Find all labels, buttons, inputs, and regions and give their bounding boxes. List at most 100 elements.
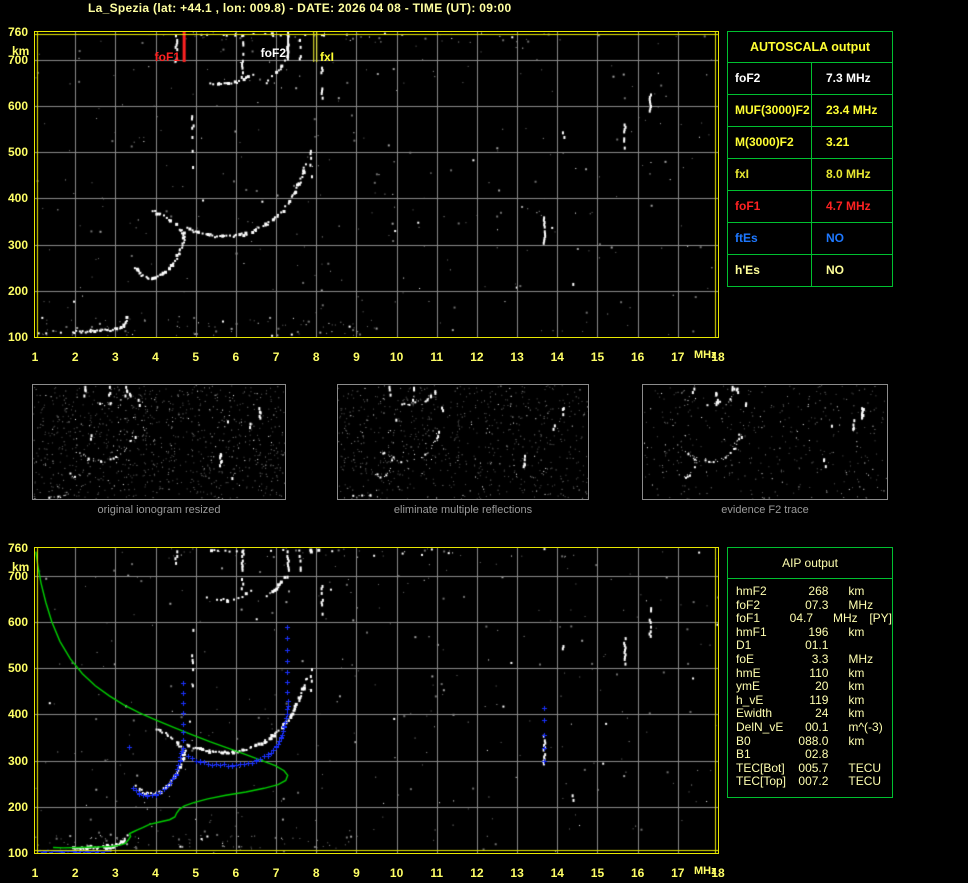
aip-unit: km — [848, 706, 865, 721]
x-tick-label: 14 — [550, 350, 564, 364]
aip-row-hmE: hmE 110 km — [728, 665, 892, 681]
x-tick-label: 2 — [71, 350, 79, 364]
autoscala-row-h'Es: h'Es NO — [728, 254, 892, 286]
aip-label: TEC[Top] — [736, 774, 787, 789]
x-axis-unit-label: MHz — [694, 349, 717, 361]
y-axis-unit-label-2: km — [12, 560, 30, 574]
aip-val: 20 — [815, 679, 829, 694]
x-tick-label: 7 — [272, 350, 280, 364]
y-tick-label: 300 — [7, 753, 28, 768]
x-tick-label: 12 — [470, 350, 484, 364]
y-tick-label: 600 — [7, 614, 28, 629]
aip-table-header: AIP output — [728, 548, 892, 579]
aip-row-Ewidth: Ewidth 24 km — [728, 707, 892, 721]
y-tick-label: 700 — [7, 52, 28, 67]
aip-unit: km — [848, 624, 865, 639]
aip-val: 268 — [808, 584, 829, 598]
thumbnail-eliminate-reflections — [337, 384, 589, 500]
aip-label: ymE — [736, 679, 760, 694]
aip-val: 196 — [808, 624, 829, 639]
x-tick-label: 5 — [192, 866, 200, 880]
thumbnail-evidence-f2-trace — [642, 384, 888, 500]
autoscala-param-label: fxI — [735, 167, 750, 181]
aip-row-hmF2: hmF2 268 km — [728, 584, 892, 599]
x-tick-label: 1 — [31, 866, 39, 880]
autoscala-param-value: NO — [811, 223, 892, 254]
x-tick-label: 2 — [71, 866, 79, 880]
x-tick-label: 7 — [272, 866, 280, 880]
aip-unit — [848, 639, 892, 653]
foF1-marker-label: foF1 — [154, 50, 180, 64]
autoscala-row-fxI: fxI 8.0 MHz — [728, 158, 892, 190]
aip-unit: MHz — [848, 651, 874, 666]
autoscala-param-value: 23.4 MHz — [811, 95, 892, 126]
aip-unit: km — [848, 665, 865, 680]
y-tick-label: 300 — [7, 237, 28, 252]
y-tick-label: 760 — [7, 25, 28, 39]
y-tick-label: 500 — [7, 145, 28, 160]
aip-unit: km — [848, 733, 865, 748]
y-tick-label: 200 — [7, 799, 28, 814]
y-tick-label: 760 — [7, 541, 28, 555]
x-tick-label: 16 — [630, 866, 645, 880]
aip-row-ymE: ymE 20 km — [728, 680, 892, 694]
aip-row-foE: foE 3.3 MHz — [728, 651, 892, 667]
autoscala-param-label: ftEs — [735, 231, 758, 245]
aip-label: B1 — [736, 747, 751, 762]
x-tick-label: 14 — [550, 866, 564, 880]
y-tick-label: 700 — [7, 568, 28, 583]
autoscala-param-label: MUF(3000)F2 — [735, 103, 810, 117]
aip-extra: [PY] — [869, 611, 892, 626]
x-tick-label: 10 — [389, 866, 404, 880]
thumbnail-caption-3: evidence F2 trace — [721, 504, 809, 516]
x-tick-label: 16 — [630, 350, 645, 364]
autoscala-row-M(3000)F2: M(3000)F2 3.21 — [728, 126, 892, 158]
x-tick-label: 5 — [192, 350, 200, 364]
aip-row-foF1: foF1 04.7 MHz [PY] — [728, 612, 892, 626]
aip-unit: TECU — [848, 760, 882, 775]
x-tick-label: 4 — [152, 866, 159, 880]
x-tick-label: 6 — [232, 350, 240, 364]
x-tick-label: 18 — [711, 350, 725, 364]
aip-val: 005.7 — [798, 760, 829, 775]
autoscala-param-value: NO — [811, 255, 892, 286]
aip-label: hmF1 — [736, 624, 767, 639]
autoscala-param-value: 4.7 MHz — [811, 191, 892, 222]
aip-unit: km — [848, 679, 865, 694]
x-tick-label: 9 — [353, 866, 360, 880]
x-tick-label: 3 — [112, 866, 119, 880]
y-axis-unit-label: km — [12, 44, 30, 58]
aip-unit: MHz — [833, 611, 858, 626]
y-tick-label: 200 — [7, 283, 28, 298]
aip-unit: TECU — [848, 774, 882, 789]
x-tick-label: 11 — [430, 350, 444, 364]
aip-val: 24 — [815, 706, 829, 721]
autoscala-table: AUTOSCALA output foF2 7.3 MHz MUF(3000)F2 2… — [727, 31, 893, 287]
autoscala-row-foF1: foF1 4.7 MHz — [728, 190, 892, 222]
profile-plot-canvas — [34, 547, 719, 854]
thumbnail-caption-2: eliminate multiple reflections — [393, 504, 533, 516]
aip-unit: m^(-3) — [848, 719, 883, 734]
aip-label: foE — [736, 651, 755, 666]
x-tick-label: 15 — [590, 350, 605, 364]
autoscala-param-value: 8.0 MHz — [811, 159, 892, 190]
x-axis-unit-label-2: MHz — [694, 865, 717, 877]
x-tick-label: 15 — [590, 866, 605, 880]
aip-val: 119 — [809, 692, 829, 707]
y-tick-label: 500 — [7, 661, 28, 676]
x-tick-label: 17 — [671, 866, 685, 880]
aip-row-B0: B0 088.0 km — [728, 733, 892, 749]
x-tick-label: 6 — [232, 866, 240, 880]
x-tick-label: 9 — [353, 350, 360, 364]
autoscala-table-header: AUTOSCALA output — [749, 40, 871, 54]
x-tick-label: 13 — [510, 350, 524, 364]
aip-unit: MHz — [848, 597, 874, 612]
y-tick-label: 100 — [7, 330, 28, 344]
aip-label: D1 — [736, 638, 752, 653]
fxI-marker-label: fxI — [320, 50, 335, 64]
aip-val: 04.7 — [789, 611, 813, 626]
aip-row-h_vE: h_vE 119 km — [728, 692, 892, 708]
aip-label: TEC[Bot] — [736, 760, 785, 775]
aip-unit: km — [848, 692, 865, 707]
